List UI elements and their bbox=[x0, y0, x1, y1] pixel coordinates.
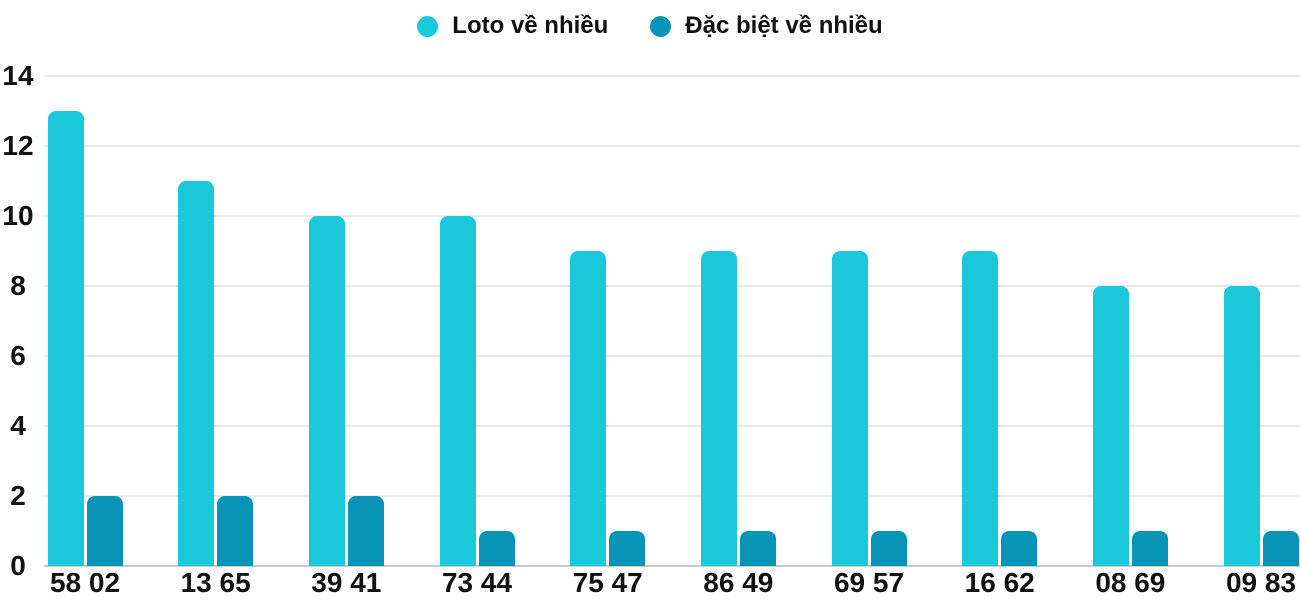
legend-label: Loto về nhiều bbox=[452, 12, 609, 39]
bar-loto-16-62 bbox=[962, 251, 999, 566]
x-tick-label: 09 83 bbox=[1225, 567, 1297, 598]
bar-loto-39-41 bbox=[308, 216, 345, 566]
legend-item-0[interactable]: Loto về nhiều bbox=[417, 14, 608, 38]
y-tick-label: 4 bbox=[10, 410, 26, 441]
bar-dac-biet-13-65 bbox=[217, 496, 254, 566]
legend-label: Đặc biệt về nhiều bbox=[685, 12, 883, 39]
x-tick-label: 16 62 bbox=[964, 567, 1035, 598]
x-tick-label: 86 49 bbox=[703, 567, 774, 598]
legend-dot-icon bbox=[417, 15, 439, 37]
x-tick-label: 75 47 bbox=[572, 567, 643, 598]
y-tick-label: 10 bbox=[2, 200, 34, 231]
gridline-8 bbox=[44, 285, 1300, 287]
legend-dot-icon bbox=[650, 15, 672, 37]
x-tick-label: 08 69 bbox=[1095, 567, 1166, 598]
x-tick-label: 39 41 bbox=[311, 567, 382, 598]
gridline-12 bbox=[44, 145, 1300, 147]
y-tick-label: 14 bbox=[2, 60, 34, 91]
y-tick-label: 6 bbox=[10, 340, 26, 371]
legend: Loto về nhiều Đặc biệt về nhiều bbox=[0, 8, 1300, 44]
gridline-4 bbox=[44, 425, 1300, 427]
bar-dac-biet-09-83 bbox=[1262, 531, 1299, 566]
bar-loto-73-44 bbox=[439, 216, 476, 566]
bar-dac-biet-86-49 bbox=[739, 531, 776, 566]
bar-dac-biet-69-57 bbox=[870, 531, 907, 566]
y-tick-label: 2 bbox=[10, 480, 26, 511]
bar-loto-09-83 bbox=[1223, 286, 1260, 566]
bar-dac-biet-39-41 bbox=[347, 496, 384, 566]
y-tick-label: 8 bbox=[10, 270, 26, 301]
bar-dac-biet-58-02 bbox=[86, 496, 123, 566]
bar-dac-biet-75-47 bbox=[609, 531, 646, 566]
bar-loto-08-69 bbox=[1092, 286, 1129, 566]
x-axis-baseline bbox=[44, 565, 1300, 567]
bar-loto-69-57 bbox=[831, 251, 868, 566]
x-tick-label: 13 65 bbox=[180, 567, 251, 598]
x-tick-label: 73 44 bbox=[441, 567, 513, 598]
bar-loto-75-47 bbox=[570, 251, 607, 566]
x-tick-label: 69 57 bbox=[833, 567, 905, 598]
bar-loto-86-49 bbox=[700, 251, 737, 566]
bar-loto-58-02 bbox=[47, 111, 84, 566]
gridline-14 bbox=[44, 75, 1300, 77]
bar-dac-biet-16-62 bbox=[1001, 531, 1038, 566]
bar-dac-biet-73-44 bbox=[478, 531, 515, 566]
bar-loto-13-65 bbox=[178, 181, 215, 566]
gridline-6 bbox=[44, 355, 1300, 357]
bar-dac-biet-08-69 bbox=[1131, 531, 1168, 566]
gridline-2 bbox=[44, 495, 1300, 497]
y-tick-label: 12 bbox=[2, 130, 34, 161]
y-tick-label: 0 bbox=[10, 550, 26, 581]
x-tick-label: 58 02 bbox=[49, 567, 121, 598]
legend-item-1[interactable]: Đặc biệt về nhiều bbox=[650, 12, 883, 39]
gridline-10 bbox=[44, 215, 1300, 217]
